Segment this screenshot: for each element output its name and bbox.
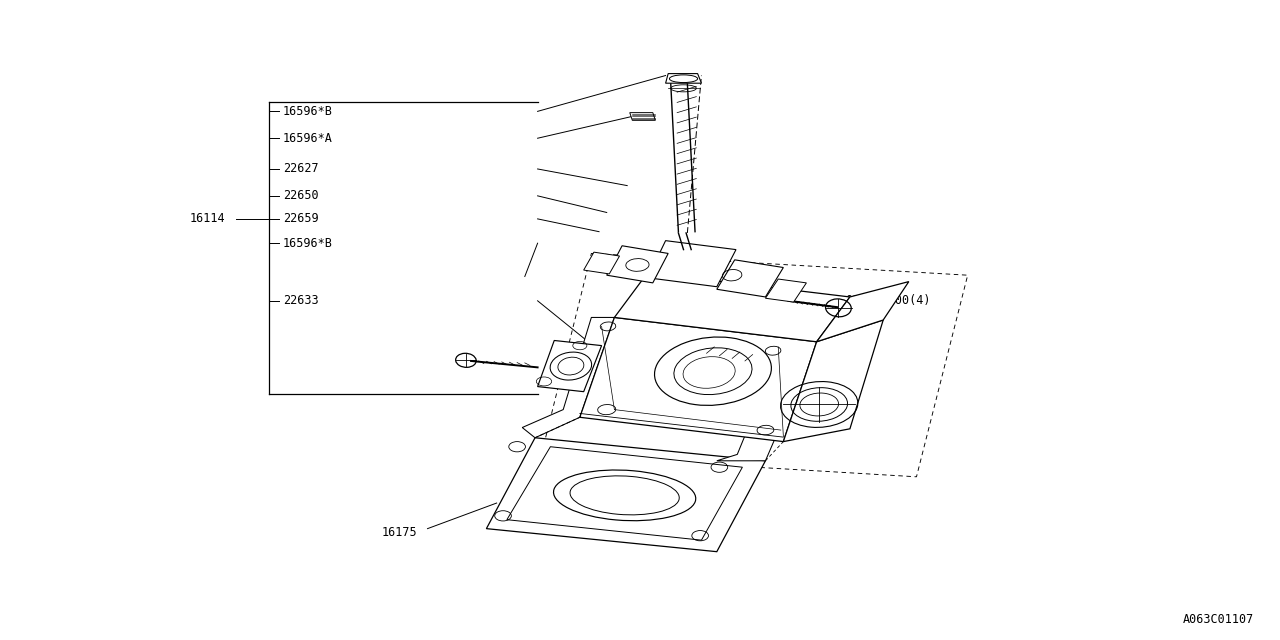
Polygon shape — [607, 246, 668, 283]
Text: B: B — [822, 296, 827, 305]
Text: 22650: 22650 — [283, 189, 319, 202]
Polygon shape — [630, 113, 655, 120]
Polygon shape — [538, 340, 602, 392]
Polygon shape — [783, 320, 883, 442]
Text: 22633: 22633 — [283, 294, 319, 307]
Polygon shape — [717, 260, 783, 297]
Text: 16175: 16175 — [381, 526, 417, 539]
Polygon shape — [541, 253, 968, 477]
Text: 16596*B: 16596*B — [283, 105, 333, 118]
Text: 16596*B: 16596*B — [283, 237, 333, 250]
Text: 16596*A: 16596*A — [283, 132, 333, 145]
Text: 16114: 16114 — [189, 212, 225, 225]
Polygon shape — [717, 342, 817, 461]
Polygon shape — [765, 279, 806, 302]
Polygon shape — [817, 282, 909, 342]
Text: A063C01107: A063C01107 — [1183, 613, 1254, 626]
Polygon shape — [666, 74, 701, 83]
Polygon shape — [648, 241, 736, 287]
Text: 010408400(4): 010408400(4) — [845, 294, 931, 307]
Polygon shape — [580, 317, 817, 442]
Polygon shape — [614, 273, 850, 342]
Polygon shape — [507, 447, 742, 540]
Polygon shape — [584, 252, 620, 274]
Text: 22627: 22627 — [283, 163, 319, 175]
Text: 22659: 22659 — [283, 212, 319, 225]
Polygon shape — [486, 438, 765, 552]
Polygon shape — [522, 317, 614, 438]
